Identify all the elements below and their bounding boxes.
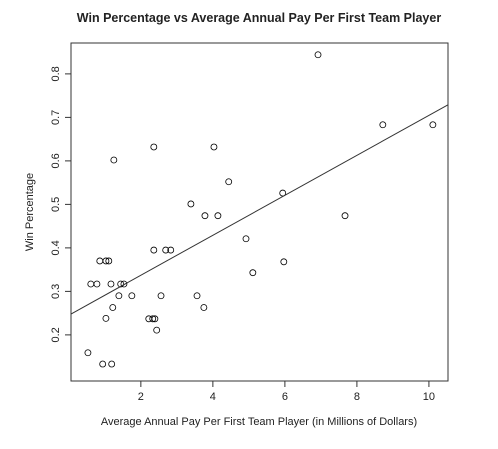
y-tick-label: 0.5 bbox=[50, 197, 62, 212]
point bbox=[93, 280, 101, 288]
point bbox=[200, 304, 208, 311]
point bbox=[429, 121, 437, 129]
point bbox=[341, 212, 349, 220]
point bbox=[110, 156, 118, 164]
x-tick-label: 10 bbox=[423, 391, 435, 403]
point bbox=[96, 257, 104, 265]
point bbox=[120, 280, 128, 288]
point bbox=[162, 246, 170, 254]
point bbox=[280, 258, 288, 266]
point bbox=[157, 292, 165, 300]
point bbox=[108, 360, 116, 368]
point bbox=[242, 235, 250, 243]
x-tick-label: 6 bbox=[282, 391, 288, 403]
x-tick-label: 2 bbox=[138, 391, 144, 403]
point bbox=[150, 246, 158, 254]
point bbox=[115, 292, 123, 300]
y-tick-label: 0.2 bbox=[50, 327, 62, 342]
point bbox=[151, 315, 159, 323]
y-tick-label: 0.3 bbox=[50, 284, 62, 299]
point bbox=[187, 200, 195, 208]
chart-title: Win Percentage vs Average Annual Pay Per… bbox=[77, 11, 442, 25]
point bbox=[87, 280, 95, 288]
point bbox=[153, 326, 161, 334]
point bbox=[201, 212, 209, 220]
point bbox=[84, 349, 92, 357]
point bbox=[99, 360, 107, 368]
point bbox=[225, 178, 233, 186]
point bbox=[314, 51, 322, 59]
point bbox=[107, 280, 115, 288]
x-tick-label: 4 bbox=[210, 391, 216, 403]
point bbox=[128, 292, 136, 300]
point bbox=[214, 212, 222, 220]
x-axis-label: Average Annual Pay Per First Team Player… bbox=[101, 416, 417, 428]
plot-frame bbox=[70, 42, 449, 382]
y-tick-label: 0.7 bbox=[50, 110, 62, 125]
y-axis-label: Win Percentage bbox=[24, 173, 36, 251]
point bbox=[193, 292, 201, 300]
y-tick-label: 0.6 bbox=[50, 153, 62, 168]
fit-line bbox=[70, 104, 449, 315]
point bbox=[109, 304, 117, 311]
point bbox=[102, 314, 110, 322]
point bbox=[105, 257, 113, 265]
y-tick-label: 0.8 bbox=[50, 66, 62, 81]
point bbox=[210, 143, 218, 151]
point bbox=[150, 143, 158, 151]
y-tick-label: 0.4 bbox=[50, 240, 62, 255]
point bbox=[102, 257, 110, 265]
point bbox=[379, 121, 387, 129]
x-tick-label: 8 bbox=[354, 391, 360, 403]
point bbox=[167, 246, 175, 254]
point bbox=[249, 269, 257, 277]
point bbox=[149, 315, 157, 323]
